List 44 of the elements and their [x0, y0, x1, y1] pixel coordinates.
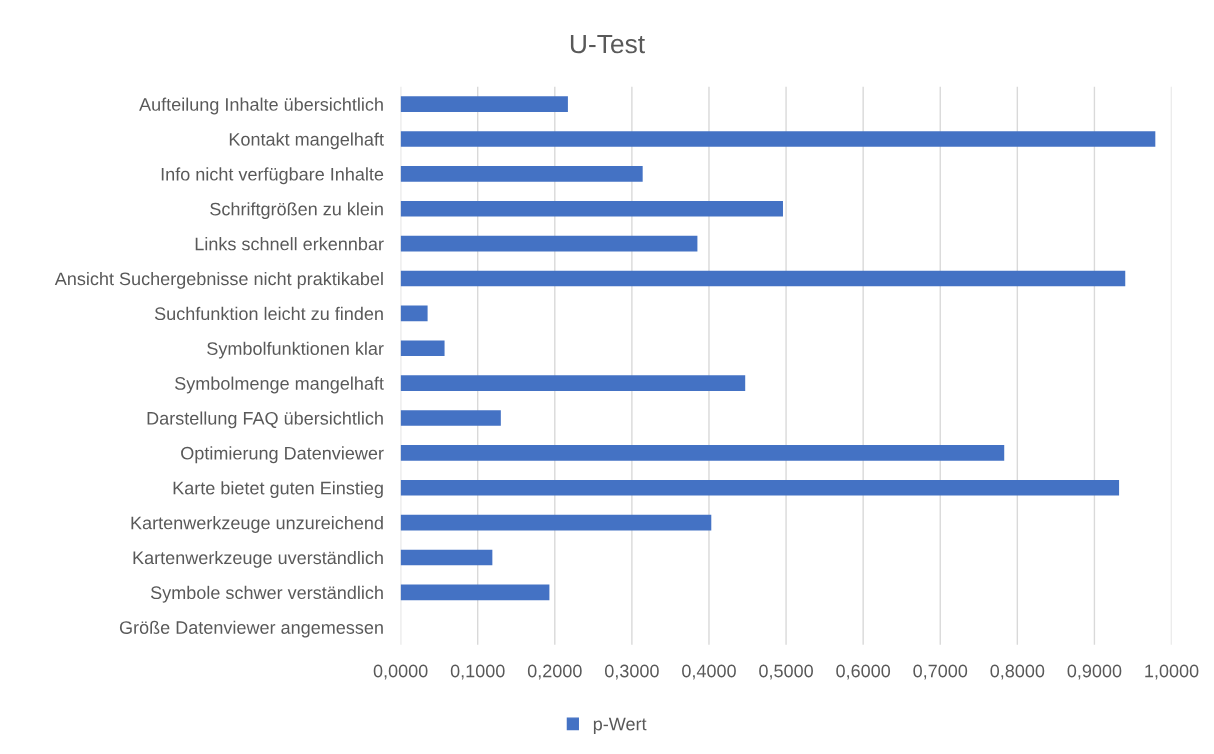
y-tick-label: Symbole schwer verständlich [150, 585, 383, 603]
y-tick-label: Größe Datenviewer angemessen [119, 620, 383, 638]
bar [400, 375, 746, 391]
y-tick-label: Kartenwerkzeuge unzureichend [131, 516, 383, 533]
x-tick-label: 0,6000 [836, 664, 891, 680]
x-tick-label: 0,7000 [913, 664, 968, 680]
x-tick-label: 0,8000 [990, 664, 1045, 680]
bar [400, 166, 643, 182]
bar [400, 514, 712, 531]
y-tick-label: Links schnell erkennbar [195, 237, 384, 251]
y-tick-label: Optimierung Datenviewer [181, 446, 384, 464]
y-tick-label: Symbolfunktionen klar [207, 341, 384, 359]
bar [400, 200, 783, 217]
y-tick-label: Darstellung FAQ übersichtlich [147, 411, 383, 429]
x-tick-label: 0,4000 [682, 664, 736, 680]
y-tick-label: Suchfunktion leicht zu finden [154, 306, 383, 321]
bar [400, 96, 568, 112]
x-tick-label: 0,1000 [450, 664, 505, 680]
bar [400, 549, 493, 566]
legend-label: p-Wert [593, 717, 647, 734]
y-tick-label: Schriftgrößen zu klein [210, 202, 383, 220]
y-tick-label: Ansicht Suchergebnisse nicht praktikabel [54, 271, 383, 289]
x-tick-label: 0,2000 [527, 664, 582, 680]
y-tick-label: Symbolmenge mangelhaft [175, 376, 384, 394]
x-tick-label: 0,0000 [373, 664, 428, 680]
bar [400, 235, 698, 252]
bar [400, 584, 550, 601]
bar [400, 270, 1126, 287]
chart-title: U-Test [570, 34, 645, 54]
x-tick-label: 1,0000 [1145, 664, 1199, 680]
y-tick-label: Karte bietet guten Einstieg [173, 481, 383, 499]
y-tick-label: Aufteilung Inhalte übersichtlich [139, 97, 383, 115]
bar [400, 305, 428, 322]
y-tick-label: Kartenwerkzeuge uverständlich [133, 550, 383, 568]
x-tick-label: 0,3000 [604, 664, 659, 680]
y-tick-label: Kontakt mangelhaft [229, 132, 384, 150]
bar [400, 479, 1120, 496]
bar [400, 445, 1005, 461]
bar [400, 410, 501, 426]
bar [400, 340, 445, 357]
x-tick-label: 0,5000 [759, 664, 813, 680]
bar [400, 131, 1156, 147]
y-tick-label: Info nicht verfügbare Inhalte [161, 167, 384, 185]
x-tick-label: 0,9000 [1067, 664, 1122, 680]
